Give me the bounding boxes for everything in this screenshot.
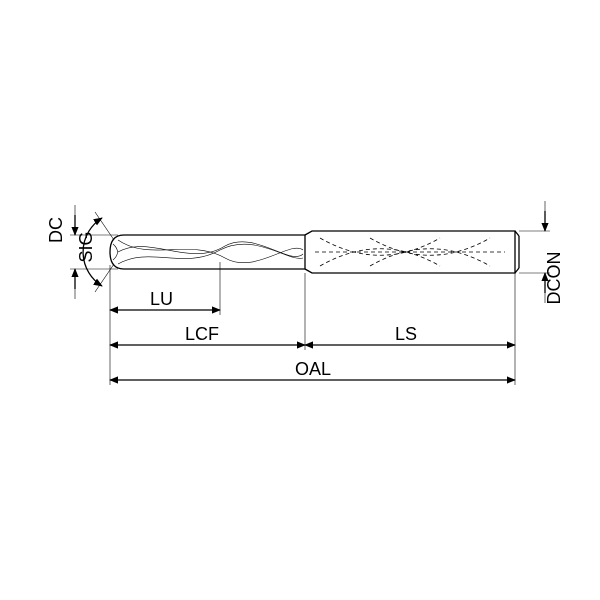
flute-outline — [110, 235, 305, 269]
flute-helix-3 — [118, 244, 303, 264]
flute-helix-1 — [118, 240, 303, 263]
tool-body — [110, 231, 519, 273]
label-dcon: DCON — [544, 252, 564, 305]
dim-lu: LU — [110, 289, 220, 310]
label-dc: DC — [46, 217, 66, 243]
label-ls: LS — [395, 324, 417, 344]
shank-relief — [315, 238, 505, 266]
label-lcf: LCF — [185, 324, 219, 344]
label-sig: SIG — [76, 231, 96, 262]
dim-ls: LS — [305, 324, 515, 345]
dim-sig: SIG — [76, 212, 114, 292]
label-lu: LU — [150, 289, 173, 309]
drill-dimension-diagram: SIG DC DCON LU LCF LS — [0, 0, 600, 600]
dim-oal: OAL — [110, 359, 515, 380]
dim-lcf: LCF — [110, 324, 305, 345]
dim-dcon: DCON — [519, 201, 564, 305]
label-oal: OAL — [295, 359, 331, 379]
